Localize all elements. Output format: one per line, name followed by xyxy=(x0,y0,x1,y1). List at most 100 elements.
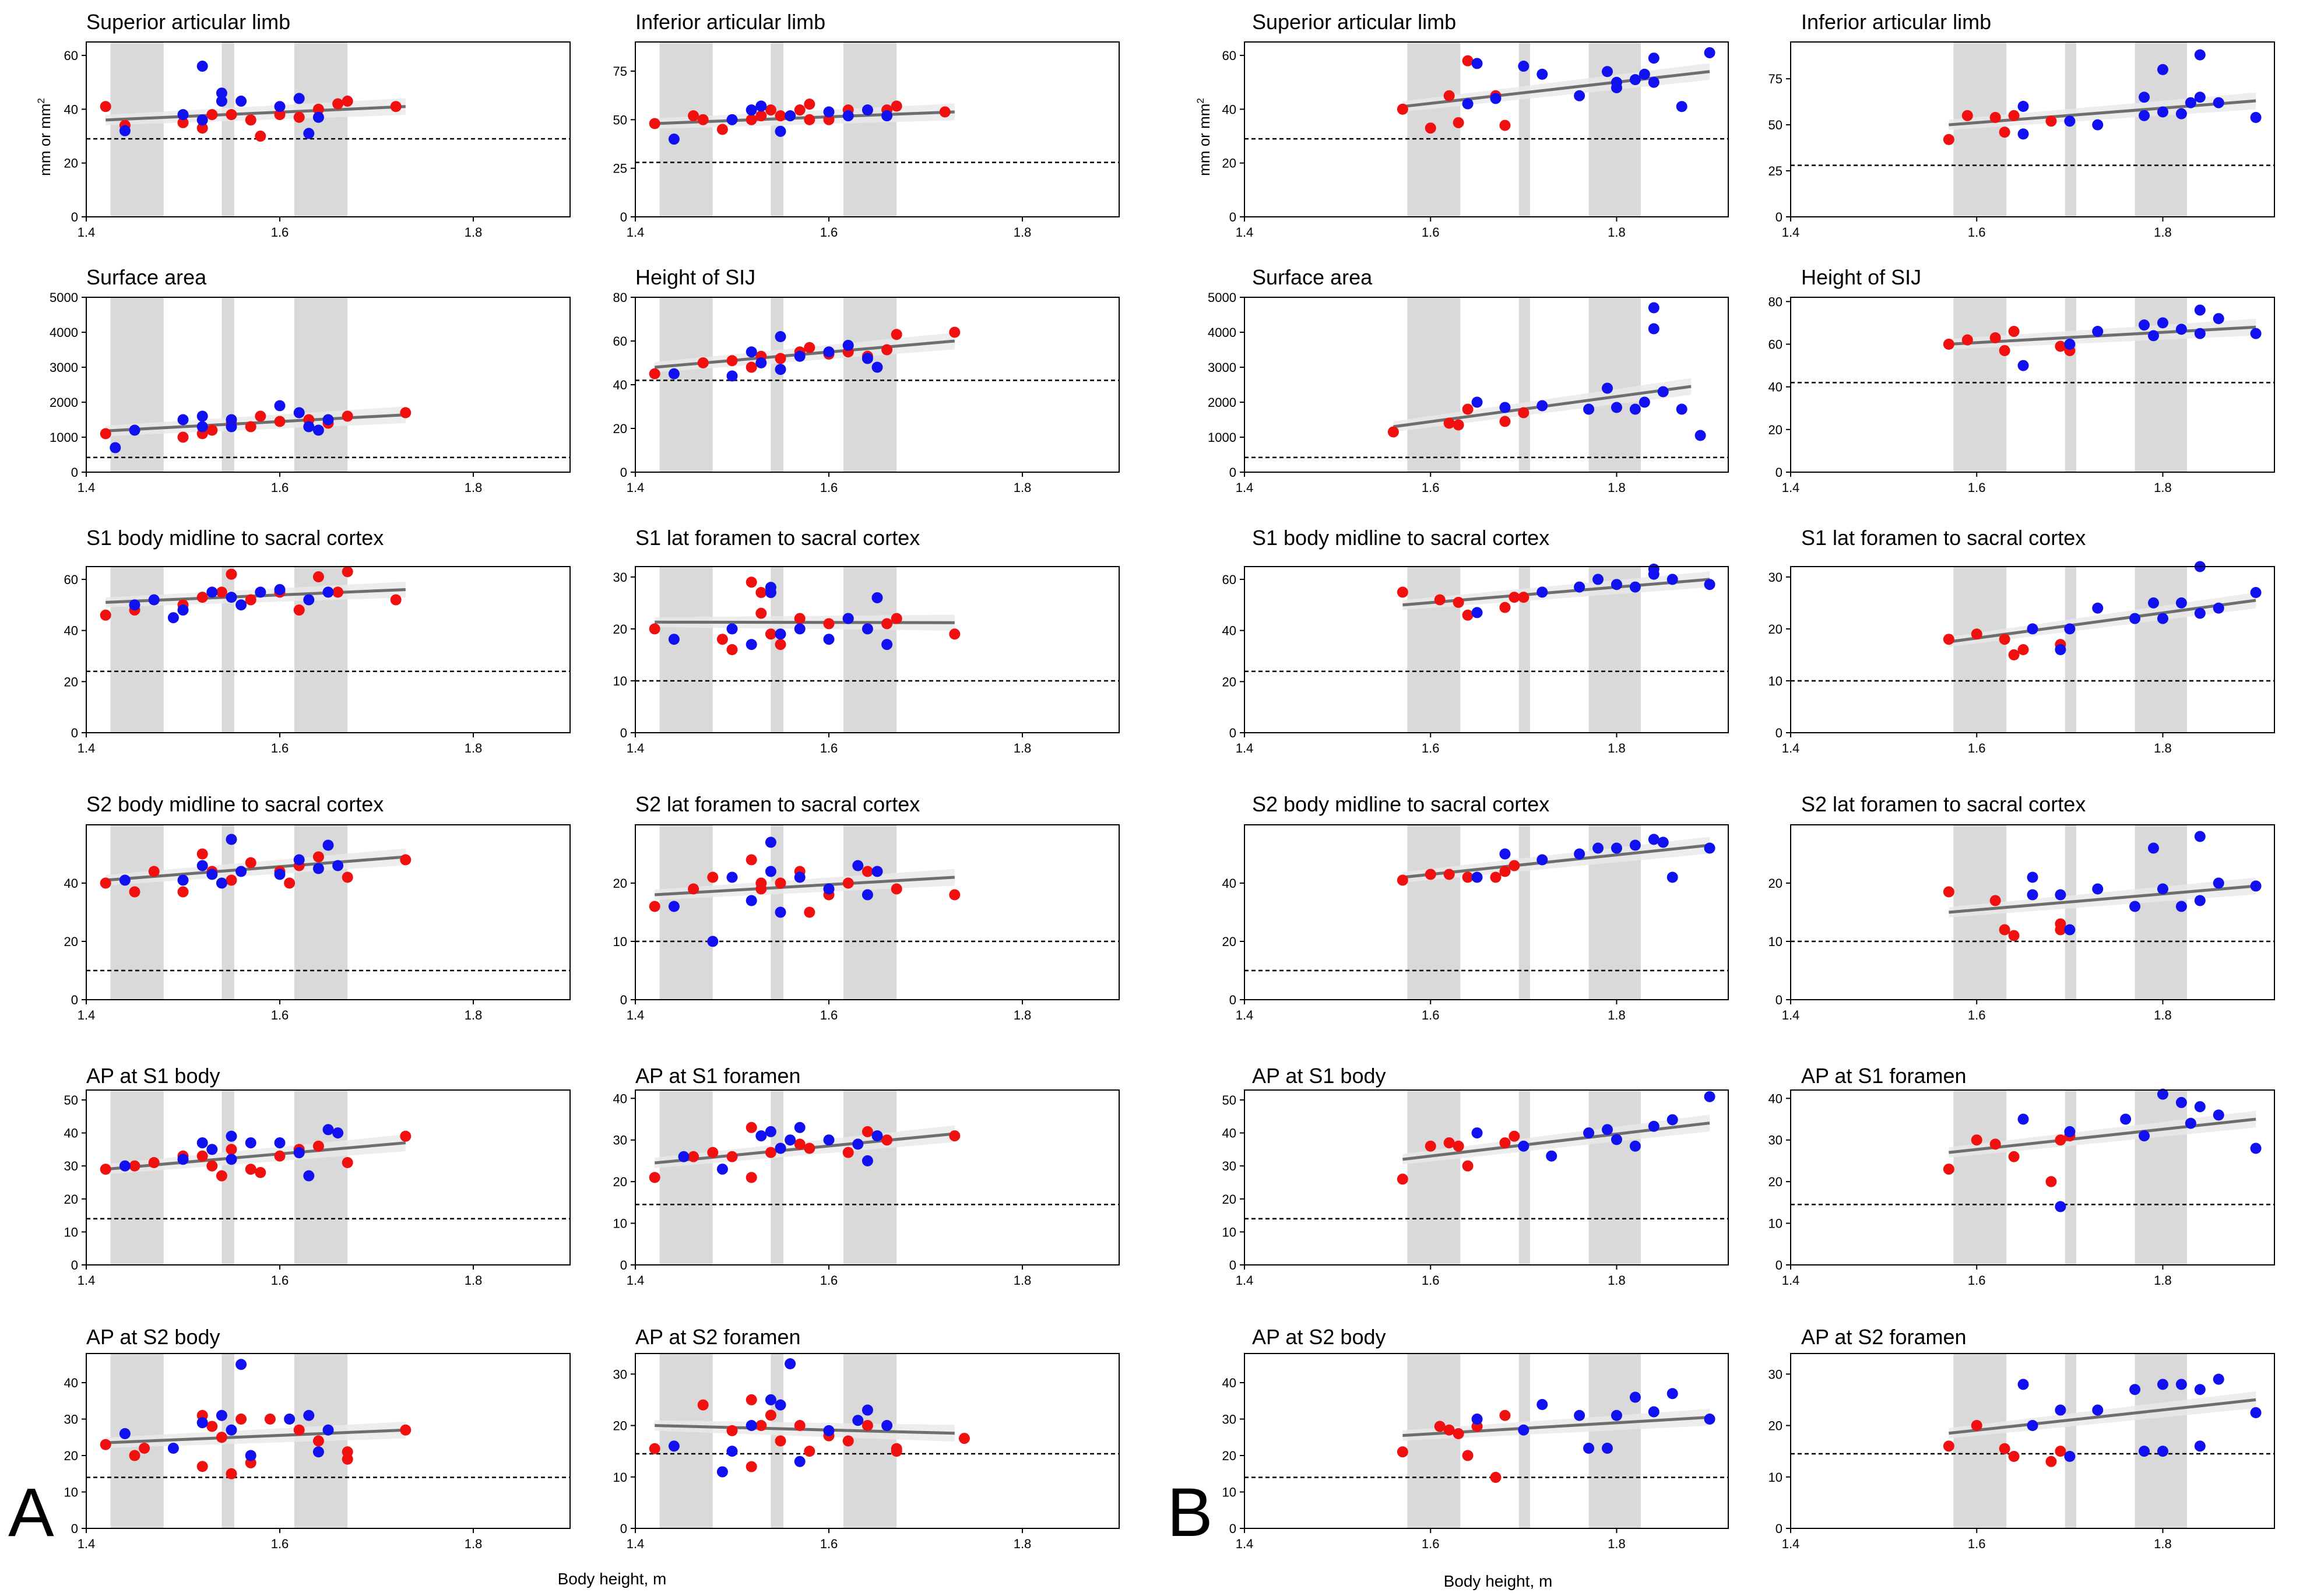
x-tick-label: 1.8 xyxy=(2154,480,2172,495)
x-tick-label: 1.8 xyxy=(2154,1537,2172,1551)
data-point-blue xyxy=(1602,1124,1613,1136)
y-tick-label: 0 xyxy=(71,210,78,224)
plot-frame xyxy=(635,1353,1120,1529)
data-point-blue xyxy=(274,1137,286,1149)
y-tick-label: 30 xyxy=(1768,1133,1782,1148)
x-tick-label: 1.8 xyxy=(1608,1008,1626,1022)
x-tick-label: 1.8 xyxy=(465,480,483,495)
band xyxy=(2065,297,2077,472)
data-point-red xyxy=(255,410,266,422)
y-tick-label: 1000 xyxy=(50,430,78,445)
data-point-blue xyxy=(2027,871,2038,883)
data-point-blue xyxy=(823,1134,835,1146)
chart-18: S1 lat foramen to sacral cortex 0 10 20 30 1.… xyxy=(1768,526,2275,755)
data-point-red xyxy=(649,368,660,379)
data-point-red xyxy=(1490,1472,1502,1483)
data-point-blue xyxy=(1536,400,1548,412)
x-tick-label: 1.8 xyxy=(2154,225,2172,240)
y-tick-label: 2000 xyxy=(1208,395,1236,410)
data-point-blue xyxy=(794,350,806,362)
data-point-red xyxy=(862,1420,873,1432)
data-point-red xyxy=(1462,55,1474,66)
data-point-blue xyxy=(2157,1379,2168,1390)
data-point-red xyxy=(342,566,353,578)
y-tick-label: 20 xyxy=(1222,674,1236,689)
data-point-blue xyxy=(119,125,131,136)
y-tick-label: 0 xyxy=(1229,465,1236,480)
x-tick-label: 1.4 xyxy=(78,1008,96,1022)
data-point-blue xyxy=(2157,1088,2168,1100)
band xyxy=(221,42,234,217)
data-point-blue xyxy=(2064,115,2076,127)
chart-title: S2 lat foramen to sacral cortex xyxy=(1801,792,2086,816)
x-tick-label: 1.8 xyxy=(1014,1008,1032,1022)
data-point-blue xyxy=(842,340,854,351)
band xyxy=(843,42,897,217)
y-tick-label: 0 xyxy=(1229,993,1236,1007)
band xyxy=(659,825,713,1000)
y-axis-title-a: mm or mm2 xyxy=(36,98,54,176)
chart-title: S1 body midline to sacral cortex xyxy=(1252,526,1549,550)
data-point-blue xyxy=(2175,108,2187,119)
data-point-blue xyxy=(226,1424,237,1436)
data-point-blue xyxy=(2139,110,2150,121)
y-tick-label: 80 xyxy=(613,290,627,305)
data-point-blue xyxy=(1629,1140,1641,1152)
data-point-red xyxy=(100,1439,111,1450)
data-point-blue xyxy=(1574,848,1585,860)
data-point-blue xyxy=(1536,586,1548,598)
x-tick-label: 1.4 xyxy=(1782,225,1800,240)
y-tick-label: 0 xyxy=(1229,210,1236,224)
y-tick-label: 50 xyxy=(613,113,627,127)
y-tick-label: 60 xyxy=(64,48,78,63)
chart-19: S2 body midline to sacral cortex 0 20 40 1.4… xyxy=(1222,792,1729,1022)
x-tick-label: 1.4 xyxy=(627,1273,645,1288)
data-point-red xyxy=(765,1409,776,1421)
data-point-red xyxy=(148,866,160,877)
y-tick-label: 20 xyxy=(1222,156,1236,171)
data-point-red xyxy=(842,1147,854,1158)
data-point-red xyxy=(1509,860,1520,871)
data-point-blue xyxy=(1602,382,1613,394)
y-tick-label: 10 xyxy=(1768,1470,1782,1485)
y-tick-label: 10 xyxy=(613,1470,627,1485)
data-point-red xyxy=(746,114,757,125)
data-point-red xyxy=(129,1160,140,1172)
data-point-blue xyxy=(235,96,247,107)
data-point-red xyxy=(342,871,353,883)
data-point-blue xyxy=(2213,602,2224,614)
plot-frame xyxy=(86,297,571,473)
plot-frame xyxy=(86,566,571,733)
data-point-red xyxy=(196,848,208,860)
x-tick-label: 1.6 xyxy=(820,225,838,240)
y-tick-label: 5000 xyxy=(50,290,78,305)
y-tick-label: 0 xyxy=(1775,993,1782,1007)
panel-label-a: A xyxy=(8,1474,54,1551)
chart-10: AP at S1 foramen 0 10 20 30 40 1.4 1.6 1.8 xyxy=(613,1064,1120,1288)
x-tick-label: 1.4 xyxy=(1782,1273,1800,1288)
x-tick-label: 1.4 xyxy=(1782,741,1800,755)
y-tick-label: 75 xyxy=(1768,72,1782,86)
data-point-blue xyxy=(1629,74,1641,86)
y-tick-label: 0 xyxy=(620,726,627,740)
x-tick-label: 1.6 xyxy=(1422,480,1440,495)
data-point-red xyxy=(746,1394,757,1405)
data-point-red xyxy=(765,104,776,116)
data-point-red xyxy=(765,628,776,640)
band xyxy=(843,1090,897,1265)
data-point-blue xyxy=(312,424,324,436)
data-point-red xyxy=(196,1150,208,1162)
x-tick-label: 1.8 xyxy=(1608,1273,1626,1288)
y-tick-label: 20 xyxy=(613,1419,627,1433)
data-point-red xyxy=(649,1172,660,1183)
data-point-blue xyxy=(794,1456,806,1467)
data-point-blue xyxy=(765,587,776,599)
chart-title: AP at S2 body xyxy=(1252,1325,1386,1349)
band xyxy=(1953,1090,2007,1265)
data-point-blue xyxy=(746,346,757,358)
y-tick-label: 0 xyxy=(1229,1521,1236,1536)
data-point-red xyxy=(1943,634,1954,645)
x-tick-label: 1.6 xyxy=(820,1008,838,1022)
data-point-red xyxy=(2055,1446,2066,1457)
data-point-blue xyxy=(1648,568,1659,580)
